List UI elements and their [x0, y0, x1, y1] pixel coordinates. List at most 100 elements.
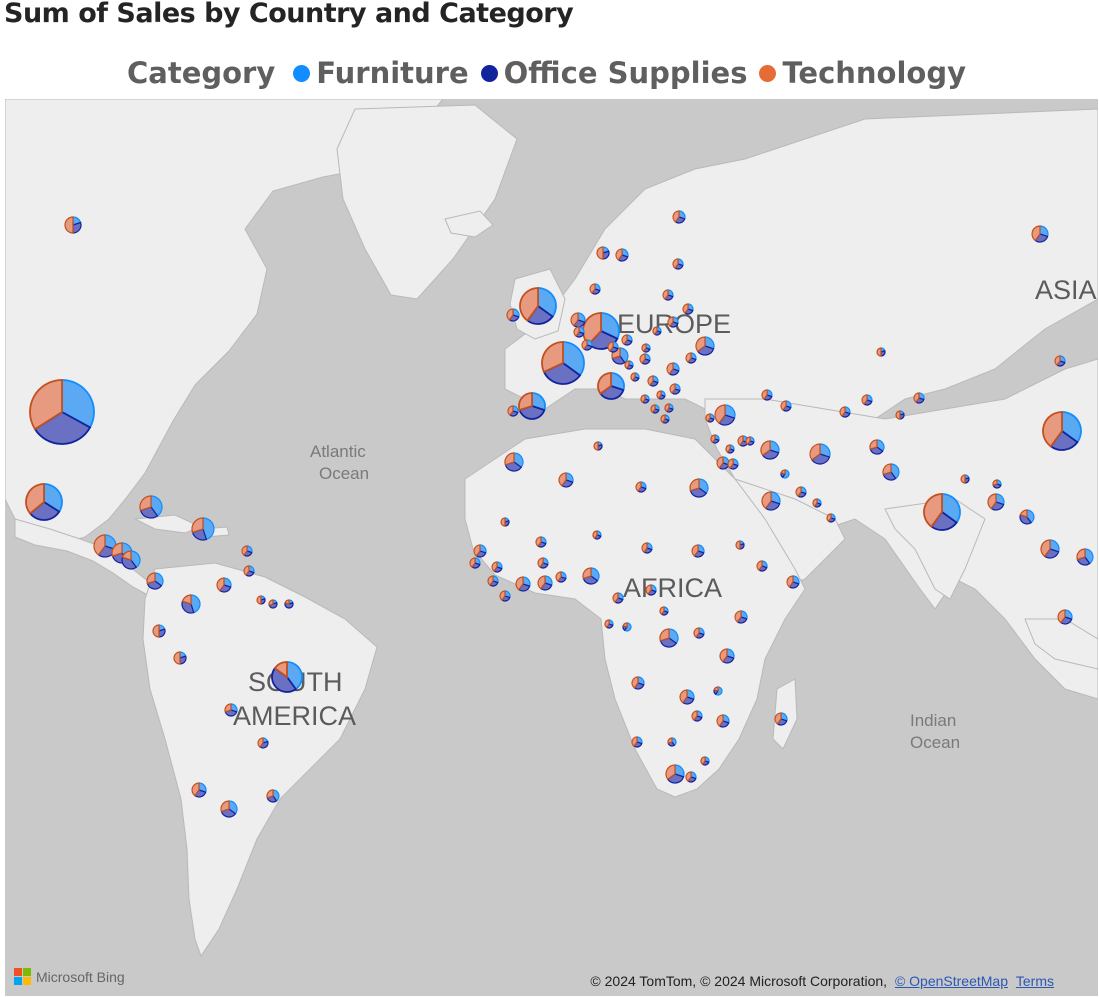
country-pie-marker[interactable] — [672, 210, 686, 224]
country-pie-marker[interactable] — [504, 452, 524, 472]
country-pie-marker[interactable] — [682, 303, 694, 315]
country-pie-marker[interactable] — [630, 372, 640, 382]
country-pie-marker[interactable] — [679, 689, 695, 705]
country-pie-marker[interactable] — [631, 676, 645, 690]
country-pie-marker[interactable] — [612, 592, 624, 604]
country-pie-marker[interactable] — [761, 491, 781, 511]
country-pie-marker[interactable] — [650, 404, 660, 414]
country-pie-marker[interactable] — [641, 343, 651, 353]
country-pie-marker[interactable] — [960, 474, 970, 484]
country-pie-marker[interactable] — [780, 469, 790, 479]
country-pie-marker[interactable] — [659, 628, 679, 648]
country-pie-marker[interactable] — [615, 248, 629, 262]
country-pie-marker[interactable] — [582, 567, 600, 585]
country-pie-marker[interactable] — [621, 334, 633, 346]
legend-item-office-supplies[interactable]: Office Supplies — [480, 56, 747, 90]
country-pie-marker[interactable] — [1040, 539, 1060, 559]
country-pie-marker[interactable] — [469, 557, 481, 569]
country-pie-marker[interactable] — [761, 389, 773, 401]
country-pie-marker[interactable] — [809, 443, 831, 465]
country-pie-marker[interactable] — [667, 316, 679, 328]
country-pie-marker[interactable] — [266, 789, 280, 803]
country-pie-marker[interactable] — [869, 439, 885, 455]
country-pie-marker[interactable] — [710, 434, 720, 444]
country-pie-marker[interactable] — [589, 283, 601, 295]
country-pie-marker[interactable] — [25, 483, 63, 521]
country-pie-marker[interactable] — [795, 486, 807, 498]
country-pie-marker[interactable] — [714, 404, 736, 426]
country-pie-marker[interactable] — [537, 575, 553, 591]
country-pie-marker[interactable] — [660, 414, 670, 424]
country-pie-marker[interactable] — [604, 619, 614, 629]
country-pie-marker[interactable] — [173, 651, 187, 665]
country-pie-marker[interactable] — [716, 456, 730, 470]
country-pie-marker[interactable] — [93, 534, 117, 558]
country-pie-marker[interactable] — [652, 326, 662, 336]
country-pie-marker[interactable] — [515, 576, 531, 592]
country-pie-marker[interactable] — [812, 498, 822, 508]
country-pie-marker[interactable] — [756, 560, 768, 572]
country-pie-marker[interactable] — [500, 517, 510, 527]
country-pie-marker[interactable] — [839, 406, 851, 418]
country-pie-marker[interactable] — [700, 756, 710, 766]
country-pie-marker[interactable] — [1076, 548, 1094, 566]
country-pie-marker[interactable] — [662, 289, 674, 301]
country-pie-marker[interactable] — [558, 472, 574, 488]
country-pie-marker[interactable] — [774, 712, 788, 726]
country-pie-marker[interactable] — [713, 686, 723, 696]
country-pie-marker[interactable] — [786, 575, 800, 589]
country-pie-marker[interactable] — [665, 764, 685, 784]
country-pie-marker[interactable] — [487, 575, 499, 587]
country-pie-marker[interactable] — [1054, 355, 1066, 367]
country-pie-marker[interactable] — [622, 622, 632, 632]
country-pie-marker[interactable] — [243, 565, 255, 577]
country-pie-marker[interactable] — [639, 353, 651, 365]
country-pie-marker[interactable] — [1057, 609, 1073, 625]
country-pie-marker[interactable] — [518, 392, 546, 420]
country-pie-marker[interactable] — [257, 737, 269, 749]
terms-link[interactable]: Terms — [1015, 973, 1054, 989]
country-pie-marker[interactable] — [581, 339, 593, 351]
country-pie-marker[interactable] — [537, 557, 549, 569]
country-pie-marker[interactable] — [607, 341, 619, 353]
country-pie-marker[interactable] — [1019, 509, 1035, 525]
country-pie-marker[interactable] — [146, 572, 164, 590]
country-pie-marker[interactable] — [826, 513, 836, 523]
country-pie-marker[interactable] — [992, 479, 1002, 489]
country-pie-marker[interactable] — [987, 493, 1005, 511]
country-pie-marker[interactable] — [669, 383, 681, 395]
country-pie-marker[interactable] — [473, 544, 487, 558]
country-pie-marker[interactable] — [216, 577, 232, 593]
country-pie-marker[interactable] — [705, 413, 715, 423]
country-pie-marker[interactable] — [659, 606, 669, 616]
country-pie-marker[interactable] — [861, 394, 873, 406]
country-pie-marker[interactable] — [191, 517, 215, 541]
country-pie-marker[interactable] — [640, 394, 650, 404]
country-pie-marker[interactable] — [593, 441, 603, 451]
country-pie-marker[interactable] — [491, 561, 503, 573]
country-pie-marker[interactable] — [1042, 411, 1082, 451]
country-pie-marker[interactable] — [656, 390, 666, 400]
country-pie-marker[interactable] — [734, 610, 748, 624]
country-pie-marker[interactable] — [631, 736, 643, 748]
country-pie-marker[interactable] — [760, 440, 780, 460]
country-pie-marker[interactable] — [507, 405, 519, 417]
country-pie-marker[interactable] — [506, 308, 520, 322]
country-pie-marker[interactable] — [256, 595, 266, 605]
country-pie-marker[interactable] — [224, 703, 238, 717]
country-pie-marker[interactable] — [645, 584, 657, 596]
country-pie-marker[interactable] — [695, 336, 715, 356]
map-canvas[interactable]: EUROPE ASIA AFRICA SOUTH AMERICA Atlanti… — [5, 99, 1098, 996]
country-pie-marker[interactable] — [499, 590, 511, 602]
country-pie-marker[interactable] — [519, 287, 557, 325]
country-pie-marker[interactable] — [693, 627, 705, 639]
country-pie-marker[interactable] — [541, 341, 585, 385]
country-pie-marker[interactable] — [624, 360, 634, 370]
country-pie-marker[interactable] — [882, 463, 900, 481]
country-pie-marker[interactable] — [555, 571, 567, 583]
country-pie-marker[interactable] — [592, 530, 602, 540]
country-pie-marker[interactable] — [895, 410, 905, 420]
country-pie-marker[interactable] — [271, 661, 303, 693]
country-pie-marker[interactable] — [780, 400, 792, 412]
country-pie-marker[interactable] — [666, 362, 680, 376]
